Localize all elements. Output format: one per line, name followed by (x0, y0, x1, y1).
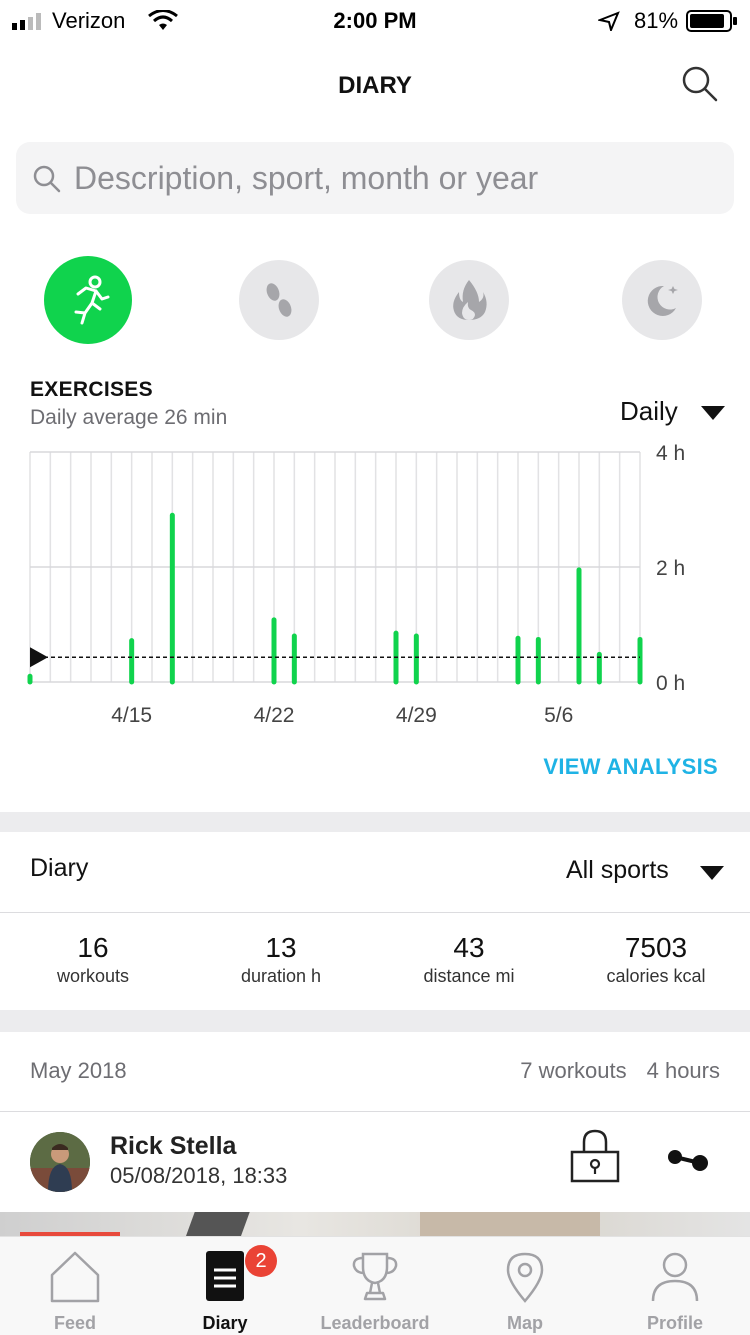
search-bar[interactable] (16, 142, 734, 214)
tab-leaderboard[interactable]: Leaderboard (300, 1237, 450, 1335)
search-field-icon (33, 165, 61, 193)
y-tick-label: 2 h (656, 557, 685, 580)
divider (0, 912, 750, 913)
stat-duration: 13 duration h (191, 932, 371, 987)
y-tick-label: 4 h (656, 442, 685, 465)
signal-icon (12, 13, 41, 30)
chart-y-labels: 4 h 2 h 0 h (656, 442, 685, 695)
tab-profile[interactable]: Profile (600, 1237, 750, 1335)
stat-distance: 43 distance mi (379, 932, 559, 987)
location-arrow-icon (598, 11, 620, 31)
chevron-down-icon (701, 406, 725, 420)
stat-value: 43 (453, 932, 485, 963)
month-header: May 2018 (30, 1058, 127, 1083)
carrier-label: Verizon (52, 8, 126, 33)
stat-value: 13 (265, 932, 297, 963)
section-divider (0, 812, 750, 832)
diary-icon (206, 1251, 244, 1301)
exercises-chart: 4 h 2 h 0 h 4/15 4/22 4/29 5/6 (27, 442, 685, 727)
sports-filter-dropdown[interactable]: All sports (566, 856, 724, 885)
month-workouts-count: 7 workouts (520, 1058, 627, 1083)
tab-feed[interactable]: Feed (0, 1237, 150, 1335)
chart-x-labels: 4/15 4/22 4/29 5/6 (111, 704, 573, 727)
avatar[interactable] (30, 1132, 90, 1192)
chart-average-line (30, 647, 640, 668)
chart-bars (27, 512, 643, 685)
stat-value: 16 (77, 932, 109, 963)
tab-label: Feed (53, 1313, 96, 1333)
average-marker (30, 647, 48, 668)
notification-badge: 2 (245, 1245, 277, 1277)
x-tick-label: 4/15 (111, 704, 152, 727)
map-pin-icon (506, 1252, 544, 1303)
profile-icon (651, 1252, 699, 1302)
exercises-title: EXERCISES (30, 378, 153, 401)
battery-icon (686, 10, 737, 32)
diary-section-label: Diary (30, 854, 89, 882)
photo-accent (20, 1232, 120, 1238)
stat-calories: 7503 calories kcal (566, 932, 746, 987)
x-tick-label: 4/22 (254, 704, 295, 727)
trophy-icon (352, 1252, 398, 1301)
stat-value: 7503 (624, 932, 688, 963)
month-summary: 7 workouts 4 hours (520, 1058, 720, 1084)
period-selector[interactable]: Daily (620, 396, 725, 427)
clock-time: 2:00 PM (333, 8, 417, 33)
home-icon (50, 1251, 100, 1303)
tab-label: Profile (646, 1313, 703, 1333)
workout-photo-preview[interactable] (0, 1212, 750, 1238)
y-tick-label: 0 h (656, 672, 685, 695)
page-title: DIARY (338, 72, 412, 99)
lock-icon[interactable] (570, 1128, 620, 1184)
wifi-icon (148, 10, 178, 30)
category-calories-button[interactable] (429, 260, 509, 340)
x-tick-label: 4/29 (396, 704, 437, 727)
period-selector-label: Daily (620, 396, 678, 426)
search-icon[interactable] (680, 64, 720, 104)
avatar-photo (30, 1132, 90, 1192)
category-exercises-button[interactable] (44, 256, 132, 344)
divider (0, 1111, 750, 1112)
steps-icon (266, 283, 292, 317)
workout-date: 05/08/2018, 18:33 (110, 1163, 288, 1188)
stat-label: distance mi (423, 966, 515, 986)
x-tick-label: 5/6 (544, 704, 573, 727)
chart-grid (29, 451, 641, 683)
photo-shape (185, 1212, 250, 1238)
gym-dumbbell-icon (668, 1150, 708, 1171)
running-icon (74, 275, 110, 325)
category-steps-button[interactable] (239, 260, 319, 340)
bottom-tab-bar: Feed 2 Diary Leaderboard Map Profile (0, 1236, 750, 1335)
stat-label: workouts (56, 966, 130, 986)
stat-label: duration h (240, 966, 322, 986)
stat-workouts: 16 workouts (3, 932, 183, 987)
chevron-down-icon (700, 866, 724, 880)
exercises-daily-average: Daily average 26 min (30, 406, 228, 429)
section-divider (0, 1010, 750, 1032)
status-bar: Verizon 2:00 PM 81% (0, 0, 750, 40)
tab-map[interactable]: Map (450, 1237, 600, 1335)
month-hours: 4 hours (646, 1058, 720, 1083)
battery-percent: 81% (634, 8, 679, 33)
search-input[interactable] (74, 142, 714, 214)
category-sleep-button[interactable] (622, 260, 702, 340)
tab-label: Diary (202, 1313, 248, 1333)
tab-label: Map (507, 1313, 543, 1333)
photo-shape (420, 1212, 600, 1238)
workout-user-name[interactable]: Rick Stella (110, 1132, 237, 1160)
view-analysis-link[interactable]: VIEW ANALYSIS (543, 754, 718, 779)
tab-label: Leaderboard (320, 1313, 430, 1333)
calories-flame-icon (453, 280, 487, 320)
tab-diary[interactable]: 2 Diary (150, 1237, 300, 1335)
sports-filter-label: All sports (566, 856, 669, 884)
sleep-moon-icon (647, 285, 678, 316)
stat-label: calories kcal (606, 966, 706, 986)
